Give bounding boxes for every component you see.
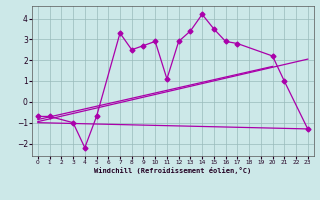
- X-axis label: Windchill (Refroidissement éolien,°C): Windchill (Refroidissement éolien,°C): [94, 167, 252, 174]
